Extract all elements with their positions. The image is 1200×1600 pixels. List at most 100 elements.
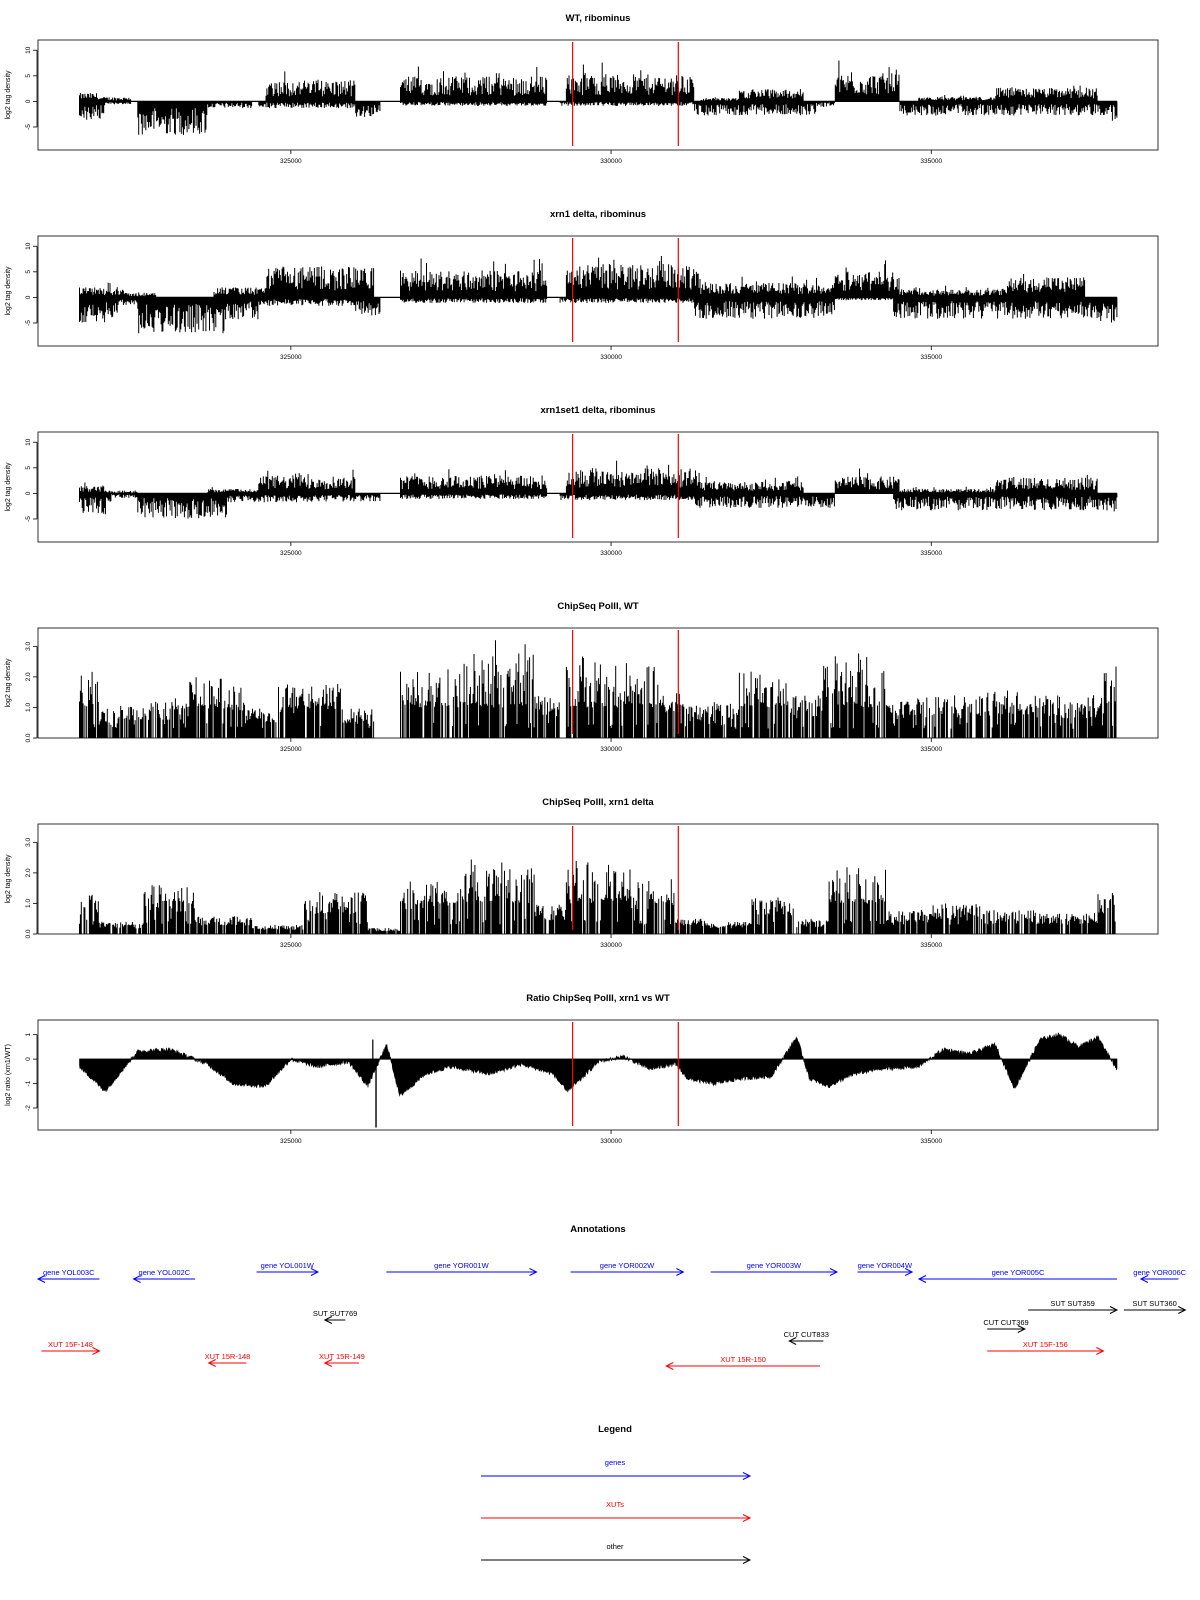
chart-panel-5: ChipSeq PolII, xrn1 delta 0.0 1.0 2.0 3.0 log… bbox=[5, 797, 1159, 949]
feature-xut: XUT 15R-149 bbox=[319, 1352, 365, 1367]
feature-gene: gene YOR006C bbox=[1133, 1268, 1187, 1283]
y-tick-label: 0 bbox=[25, 99, 32, 103]
feature-arrowhead bbox=[742, 1514, 752, 1522]
panel-frame bbox=[37, 1019, 1159, 1131]
chart-panel-3: xrn1set1 delta, ribominus -5 0 5 10 log2 tag … bbox=[5, 405, 1159, 557]
panel-title: ChipSeq PolII, WT bbox=[557, 601, 638, 612]
y-tick-label: 2.0 bbox=[25, 672, 32, 681]
feature-label: gene YOL002C bbox=[139, 1268, 191, 1277]
feature-arrowhead bbox=[529, 1268, 538, 1276]
panel-frame bbox=[37, 39, 1159, 151]
feature-arrowhead bbox=[323, 1359, 333, 1367]
feature-arrowhead bbox=[788, 1337, 797, 1345]
feature-xut: XUT 15F-148 bbox=[41, 1340, 101, 1355]
x-tick-label: 330000 bbox=[600, 550, 622, 557]
feature-gene: gene YOR001W bbox=[386, 1261, 538, 1276]
feature-arrowhead bbox=[742, 1472, 752, 1480]
legend: Legend genes XUTs other bbox=[481, 1424, 752, 1564]
y-tick-label: -5 bbox=[25, 516, 32, 522]
feature-label: gene YOR002W bbox=[600, 1261, 655, 1270]
feature-label: CUT CUT369 bbox=[983, 1318, 1028, 1327]
feature-arrowhead bbox=[904, 1268, 914, 1276]
feature-arrowhead bbox=[742, 1556, 752, 1564]
data-marks bbox=[79, 60, 1118, 135]
data-marks bbox=[79, 256, 1118, 334]
y-axis-label: log2 tag density bbox=[5, 266, 12, 316]
feature-other: SUT SUT359 bbox=[1028, 1299, 1119, 1314]
x-tick-label: 330000 bbox=[600, 746, 622, 753]
feature-label: XUT 15R-148 bbox=[205, 1352, 251, 1361]
feature-label: XUT 15R-149 bbox=[319, 1352, 365, 1361]
data-marks bbox=[79, 640, 1117, 738]
y-axis: -5 0 5 10 bbox=[25, 438, 38, 522]
feature-arrowhead bbox=[1109, 1306, 1119, 1314]
ratio-area bbox=[79, 1032, 1118, 1097]
plus-strand-bars bbox=[79, 60, 1098, 102]
legend-label: genes bbox=[605, 1458, 626, 1467]
feature-other: CUT CUT833 bbox=[784, 1330, 829, 1345]
x-axis: 325000 330000 335000 bbox=[280, 1130, 942, 1145]
annotations-track: Annotations gene YOL003C gene YOL002C gene … bbox=[36, 1224, 1187, 1370]
plus-strand-bars bbox=[79, 256, 1086, 298]
plus-strand-bars bbox=[79, 859, 1116, 934]
feature-xut: XUT 15R-150 bbox=[665, 1355, 820, 1370]
panel-frame bbox=[37, 431, 1159, 543]
feature-arrowhead bbox=[917, 1275, 927, 1283]
panel-title: WT, ribominus bbox=[566, 13, 631, 24]
y-tick-label: 0 bbox=[25, 491, 32, 495]
minus-strand-bars bbox=[79, 101, 1118, 135]
chart-panel-1: WT, ribominus -5 0 5 10 log2 tag density 32500… bbox=[5, 13, 1159, 165]
chart-panel-2: xrn1 delta, ribominus -5 0 5 10 log2 tag dens… bbox=[5, 209, 1159, 361]
feature-arrowhead bbox=[676, 1268, 685, 1276]
x-axis: 325000 330000 335000 bbox=[280, 934, 942, 949]
legend-label: other bbox=[606, 1542, 624, 1551]
y-tick-label: 3.0 bbox=[25, 837, 32, 846]
y-axis: -5 0 5 10 bbox=[25, 242, 38, 326]
feature-xut: XUT 15R-148 bbox=[205, 1352, 251, 1367]
y-tick-label: 5 bbox=[25, 270, 32, 274]
y-axis: -2 -1 0 1 bbox=[25, 1032, 38, 1111]
chart-panel-6: Ratio ChipSeq PolII, xrn1 vs WT -2 -1 0 1 log… bbox=[5, 993, 1159, 1145]
x-axis: 325000 330000 335000 bbox=[280, 346, 942, 361]
feature-label: SUT SUT359 bbox=[1050, 1299, 1094, 1308]
feature-gene: gene YOL002C bbox=[132, 1268, 196, 1283]
feature-arrowhead bbox=[207, 1359, 216, 1367]
feature-arrowhead bbox=[36, 1275, 46, 1283]
y-tick-label: 10 bbox=[25, 438, 32, 446]
feature-other: CUT CUT369 bbox=[983, 1318, 1029, 1333]
feature-arrowhead bbox=[1096, 1347, 1105, 1355]
y-tick-label: -5 bbox=[25, 320, 32, 326]
feature-label: XUT 15R-150 bbox=[720, 1355, 766, 1364]
feature-gene: gene YOR003W bbox=[710, 1261, 839, 1276]
x-tick-label: 325000 bbox=[280, 550, 302, 557]
x-tick-label: 335000 bbox=[920, 942, 942, 949]
feature-arrowhead bbox=[92, 1347, 101, 1355]
feature-other: SUT SUT360 bbox=[1123, 1299, 1187, 1314]
feature-arrowhead bbox=[829, 1268, 839, 1276]
feature-arrowhead bbox=[1139, 1275, 1149, 1283]
y-axis-label: log2 tag density bbox=[5, 658, 12, 708]
feature-arrowhead bbox=[132, 1275, 141, 1283]
y-tick-label: 10 bbox=[25, 46, 32, 54]
x-tick-label: 335000 bbox=[920, 1138, 942, 1145]
feature-label: gene YOL003C bbox=[43, 1268, 95, 1277]
y-tick-label: 3.0 bbox=[25, 641, 32, 650]
y-axis: 0.0 1.0 2.0 3.0 bbox=[25, 641, 38, 743]
x-tick-label: 335000 bbox=[920, 354, 942, 361]
y-tick-label: 0 bbox=[25, 295, 32, 299]
y-tick-label: 5 bbox=[25, 74, 32, 78]
y-tick-label: 5 bbox=[25, 466, 32, 470]
x-axis: 325000 330000 335000 bbox=[280, 542, 942, 557]
x-tick-label: 335000 bbox=[920, 550, 942, 557]
legend-item: genes bbox=[481, 1458, 752, 1480]
legend-item: XUTs bbox=[481, 1500, 752, 1522]
x-tick-label: 330000 bbox=[600, 1138, 622, 1145]
panel-frame bbox=[37, 235, 1159, 347]
annotations-title: Annotations bbox=[570, 1224, 625, 1235]
feature-gene: gene YOR005C bbox=[917, 1268, 1118, 1283]
plus-strand-bars bbox=[79, 640, 1117, 738]
legend-title: Legend bbox=[598, 1424, 632, 1435]
y-tick-label: -5 bbox=[25, 124, 32, 130]
y-axis: 0.0 1.0 2.0 3.0 bbox=[25, 837, 38, 939]
y-axis: -5 0 5 10 bbox=[25, 46, 38, 130]
